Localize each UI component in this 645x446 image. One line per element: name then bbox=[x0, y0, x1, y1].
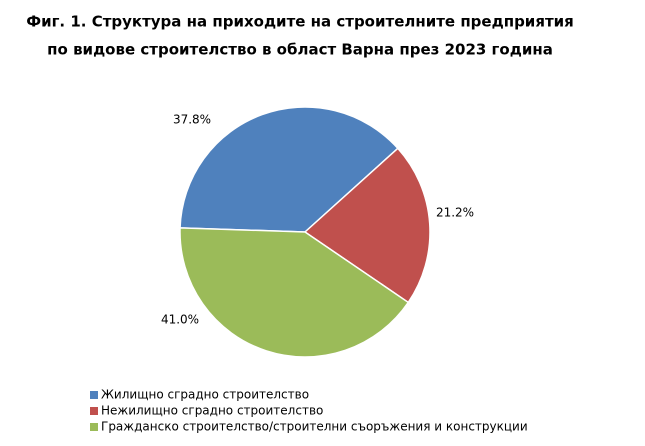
data-label: 21.2% bbox=[436, 206, 474, 220]
pie-slice bbox=[179, 106, 399, 233]
legend-swatch bbox=[90, 407, 98, 415]
chart-title: Фиг. 1. Структура на приходите на строит… bbox=[26, 13, 574, 31]
legend-label: Нежилищно сградно строителство bbox=[101, 404, 323, 418]
legend-swatch bbox=[90, 391, 98, 399]
legend-swatch bbox=[90, 423, 98, 431]
pie-slice bbox=[303, 147, 431, 304]
data-label: 37.8% bbox=[173, 113, 211, 127]
pie-slice bbox=[179, 227, 410, 358]
chart-title: по видове строителство в област Варна пр… bbox=[47, 41, 553, 59]
legend-label: Гражданско строителство/строителни съоръ… bbox=[101, 420, 528, 434]
legend-label: Жилищно сградно строителство bbox=[101, 388, 309, 402]
data-label: 41.0% bbox=[161, 313, 199, 327]
